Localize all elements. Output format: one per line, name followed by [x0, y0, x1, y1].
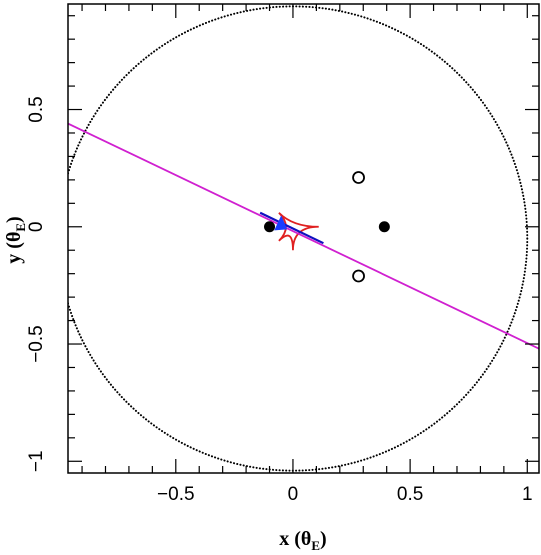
- image-point-1: [352, 171, 365, 184]
- x-tick-label: −0.5: [157, 484, 195, 505]
- y-tick-label: −1: [26, 450, 47, 472]
- caustic-curve: [278, 212, 319, 251]
- critical-curve: [68, 5, 529, 472]
- y-tick-label: 0: [26, 221, 47, 232]
- plot-frame: [67, 3, 540, 474]
- y-axis-title: y (θE): [3, 216, 28, 263]
- ticks-layer: [68, 4, 539, 473]
- lens-mass-1: [264, 221, 276, 233]
- trajectory-highlight: [259, 211, 324, 245]
- y-tick-label: 0.5: [26, 96, 47, 122]
- x-tick-label: 1: [522, 484, 533, 505]
- x-axis-title: x (θE): [279, 528, 326, 553]
- y-tick-label: −0.5: [26, 325, 47, 363]
- x-tick-label: 0.5: [397, 484, 423, 505]
- image-point-2: [352, 269, 365, 283]
- source-marker: [274, 215, 288, 231]
- series-layer: [68, 5, 539, 472]
- labels-layer: −0.5 0 0.5 1 −1 −0.5 0 0.5 x (θE) y (θE): [3, 96, 533, 553]
- source-trajectory: [68, 122, 539, 350]
- x-tick-label: 0: [288, 484, 299, 505]
- lens-mass-2: [378, 221, 390, 233]
